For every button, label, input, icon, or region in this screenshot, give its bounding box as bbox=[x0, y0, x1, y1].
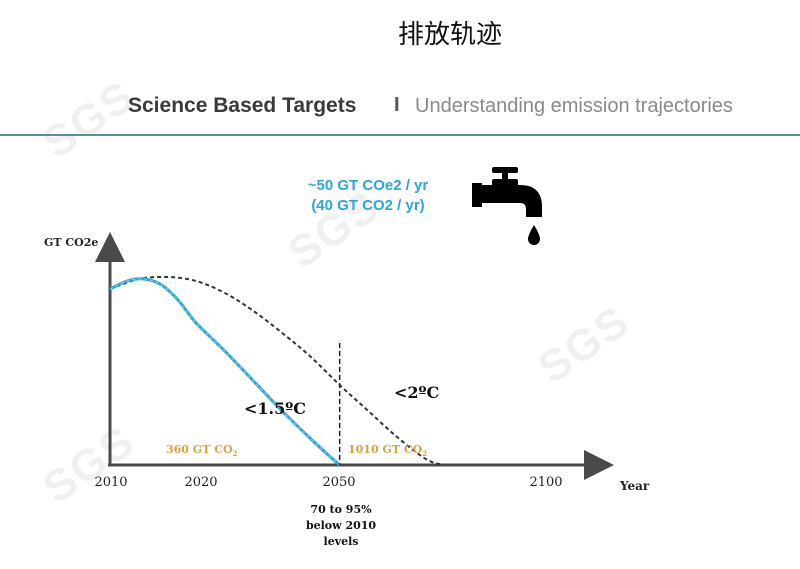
header-divider bbox=[0, 134, 800, 136]
x-tick-label: 2020 bbox=[184, 475, 217, 490]
header-subtitle: Understanding emission trajectories bbox=[415, 95, 733, 117]
slide-header: Science Based Targets I Understanding em… bbox=[0, 88, 800, 124]
x-tick-label: 2100 bbox=[529, 475, 562, 490]
marker-label-line3: levels bbox=[324, 535, 359, 548]
series-line-2c bbox=[109, 275, 444, 466]
series-label-1-5c: <1.5ºC bbox=[244, 399, 306, 418]
series-label-2c: <2ºC bbox=[394, 383, 439, 402]
budget-label-2c: 1010 GT CO2 bbox=[348, 443, 427, 458]
series-line-1-5c bbox=[109, 277, 341, 467]
header-title: Science Based Targets bbox=[128, 94, 357, 117]
water-tap-icon bbox=[472, 167, 542, 245]
x-tick-label: 2010 bbox=[94, 475, 127, 490]
x-axis-label: Year bbox=[619, 479, 650, 493]
header-separator: I bbox=[394, 94, 400, 116]
budget-label-1-5c: 360 GT CO2 bbox=[166, 443, 238, 458]
x-tick-label: 2050 bbox=[322, 475, 355, 490]
page-title: 排放轨迹 bbox=[397, 20, 502, 50]
emission-rate-line1: ~50 GT COe2 / yr bbox=[307, 177, 429, 194]
emission-rate-line2: (40 GT CO2 / yr) bbox=[311, 197, 425, 214]
marker-label-line2: below 2010 bbox=[306, 519, 376, 532]
marker-label-line1: 70 to 95% bbox=[310, 503, 372, 516]
y-axis-label: GT CO2e bbox=[44, 236, 98, 249]
series-line-1-5c-dash bbox=[109, 278, 341, 466]
